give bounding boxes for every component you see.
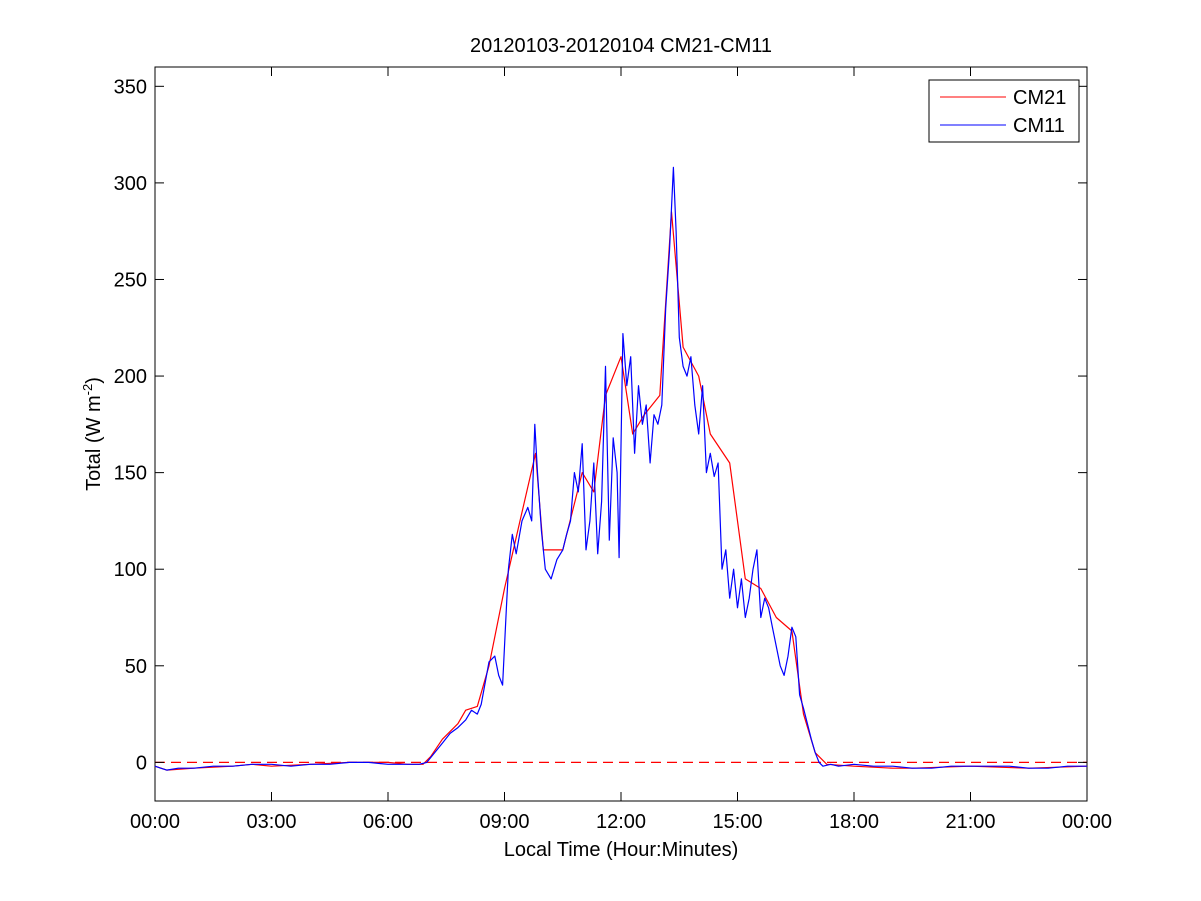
y-axis: 0 50 100 150 200 250 300 350 xyxy=(114,76,1087,774)
y-tick-label: 250 xyxy=(114,269,147,291)
y-axis-label-tail: ) xyxy=(83,377,105,384)
y-tick-label: 0 xyxy=(136,752,147,774)
x-tick-label: 12:00 xyxy=(596,811,646,833)
y-tick-label: 300 xyxy=(114,173,147,195)
y-tick-label: 100 xyxy=(114,559,147,581)
y-tick-label: 200 xyxy=(114,366,147,388)
legend-label-cm21: CM21 xyxy=(1013,87,1066,109)
x-tick-label: 00:00 xyxy=(1062,811,1112,833)
x-tick-label: 03:00 xyxy=(246,811,296,833)
legend: CM21 CM11 xyxy=(928,79,1080,143)
x-tick-label: 00:00 xyxy=(130,811,180,833)
x-axis: 00:00 03:00 06:00 09:00 12:00 15:00 18:00 21:00… xyxy=(130,67,1112,833)
series-line-cm11 xyxy=(154,166,1087,771)
x-tick-label: 09:00 xyxy=(479,811,529,833)
x-tick-label: 21:00 xyxy=(945,811,995,833)
series-layer xyxy=(154,166,1088,771)
chart-title: 20120103-20120104 CM21-CM11 xyxy=(470,35,772,57)
legend-box xyxy=(928,79,1080,143)
x-axis-label: Local Time (Hour:Minutes) xyxy=(504,839,739,861)
y-tick-label: 50 xyxy=(125,656,147,678)
y-axis-label-main: Total (W m xyxy=(83,395,105,491)
y-tick-label: 150 xyxy=(114,463,147,485)
y-axis-label-superscript: -2 xyxy=(80,384,95,396)
plot-area xyxy=(154,66,1088,802)
y-axis-label: Total (W m-2) xyxy=(80,377,105,491)
y-tick-label: 350 xyxy=(114,76,147,98)
x-tick-label: 15:00 xyxy=(712,811,762,833)
legend-label-cm11: CM11 xyxy=(1013,115,1065,137)
x-tick-label: 06:00 xyxy=(363,811,413,833)
x-tick-label: 18:00 xyxy=(829,811,879,833)
